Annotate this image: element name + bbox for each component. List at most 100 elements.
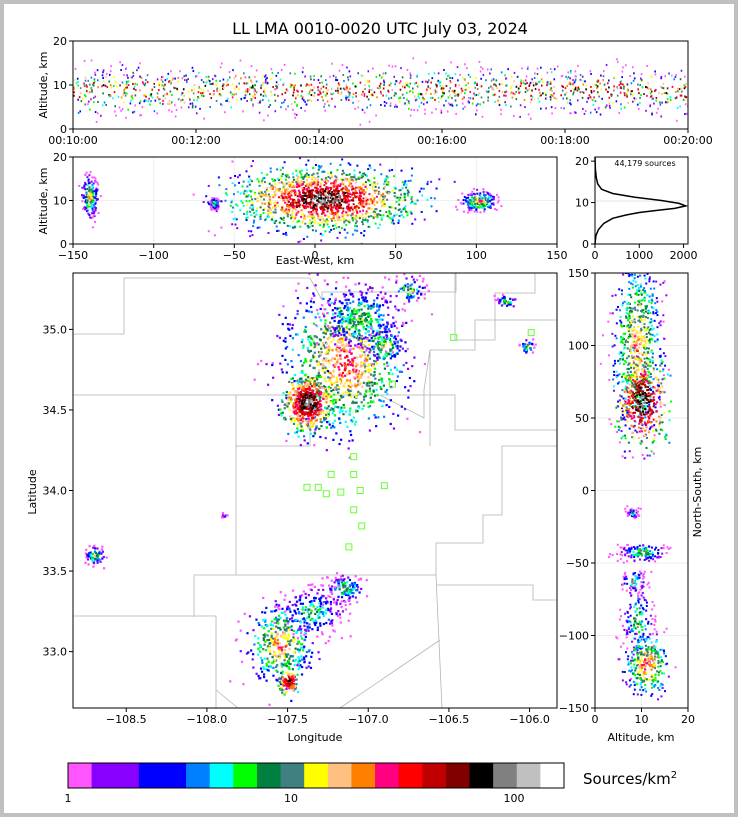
altitude-time-source (436, 84, 438, 87)
altitude-time-source (654, 73, 657, 76)
altitude-time-source (401, 93, 404, 96)
altitude-time-source (142, 82, 145, 85)
plan-view-source (340, 438, 343, 441)
east-west-source (430, 180, 433, 183)
altitude-time-source (597, 80, 599, 83)
east-west-source (319, 188, 322, 191)
plan-view-source (408, 295, 411, 299)
east-west-source (261, 181, 264, 184)
east-west-source (341, 198, 344, 201)
altitude-time-source (504, 91, 506, 94)
altitude-time-source (156, 78, 159, 81)
altitude-time-source (317, 89, 320, 92)
altitude-time-source (454, 94, 457, 97)
altitude-time-source (671, 74, 673, 77)
plan-view-source (321, 367, 325, 370)
plan-view-source (340, 374, 343, 377)
altitude-time-source (505, 77, 507, 80)
plan-view-source (353, 367, 356, 370)
altitude-time-source (409, 74, 412, 77)
east-west-source (330, 194, 333, 197)
altitude-time-source (528, 88, 531, 91)
east-west-source (371, 194, 374, 197)
east-west-source (306, 202, 309, 205)
east-west-source (478, 194, 481, 197)
plan-view-source (331, 425, 334, 428)
east-west-source (290, 182, 293, 185)
east-west-source (302, 215, 305, 218)
plan-view-source (346, 323, 349, 326)
altitude-time-source (459, 73, 461, 76)
altitude-time-source (289, 85, 292, 88)
east-west-source (323, 200, 326, 203)
east-west-source (270, 211, 273, 214)
east-west-source (272, 179, 275, 182)
east-west-source (342, 191, 345, 194)
plan-view-source (318, 386, 322, 389)
plan-view-source (348, 410, 351, 413)
altitude-time-source (258, 101, 261, 104)
altitude-time-source (540, 84, 543, 87)
east-west-source (482, 197, 485, 200)
altitude-time-source (294, 97, 297, 100)
altitude-time-source (276, 87, 278, 90)
altitude-time-source (408, 85, 411, 88)
east-west-source (404, 205, 407, 208)
plan-view-source (339, 362, 342, 365)
east-west-source (361, 200, 364, 203)
altitude-time-source (168, 80, 170, 83)
plan-view-source (310, 337, 313, 340)
east-west-source (476, 210, 479, 213)
altitude-time-source (172, 77, 175, 80)
altitude-time-source (630, 82, 633, 85)
altitude-time-source (451, 77, 454, 80)
east-west-source (471, 196, 474, 199)
east-west-source (481, 203, 484, 206)
plan-view-source (379, 348, 382, 351)
east-west-source (380, 200, 383, 203)
east-west-source (340, 227, 343, 230)
altitude-time-source (590, 89, 593, 92)
east-west-source (364, 185, 367, 188)
altitude-time-source (659, 85, 662, 88)
plan-view-source (392, 427, 396, 430)
plan-view-source (288, 323, 291, 326)
plan-view-source (336, 315, 339, 318)
east-west-source (404, 180, 407, 183)
altitude-time-source (485, 79, 487, 82)
east-west-source (360, 195, 363, 198)
plan-view-source (327, 413, 330, 416)
east-west-source (363, 202, 366, 205)
east-west-source (468, 208, 471, 211)
altitude-time-source (101, 85, 103, 88)
plan-view-source (371, 345, 374, 348)
plan-view-source (370, 401, 373, 404)
altitude-time-source (279, 78, 282, 81)
altitude-time-source (124, 94, 127, 97)
altitude-time-source (246, 88, 249, 91)
east-west-source (374, 208, 377, 211)
altitude-time-source (643, 93, 645, 96)
east-west-source (352, 179, 355, 182)
east-west-source (362, 234, 365, 237)
east-west-source (310, 177, 313, 180)
east-west-source (291, 209, 294, 212)
altitude-time-source (73, 91, 75, 94)
altitude-time-source (480, 77, 482, 80)
altitude-time-source (263, 119, 265, 122)
east-west-source (320, 205, 323, 208)
plan-view-source (365, 349, 368, 352)
plan-view-source (318, 408, 322, 411)
east-west-source (405, 210, 408, 213)
east-west-source (483, 210, 486, 213)
plan-view-source (399, 345, 402, 348)
altitude-time-source (300, 94, 303, 97)
plan-view-source (340, 349, 343, 352)
altitude-time-source (126, 86, 129, 89)
east-west-source (478, 200, 481, 203)
plan-view-source (356, 384, 359, 387)
altitude-time-source (577, 64, 579, 67)
plan-view-source (327, 345, 331, 348)
altitude-time-source (395, 92, 397, 95)
plan-view-source (349, 322, 352, 325)
